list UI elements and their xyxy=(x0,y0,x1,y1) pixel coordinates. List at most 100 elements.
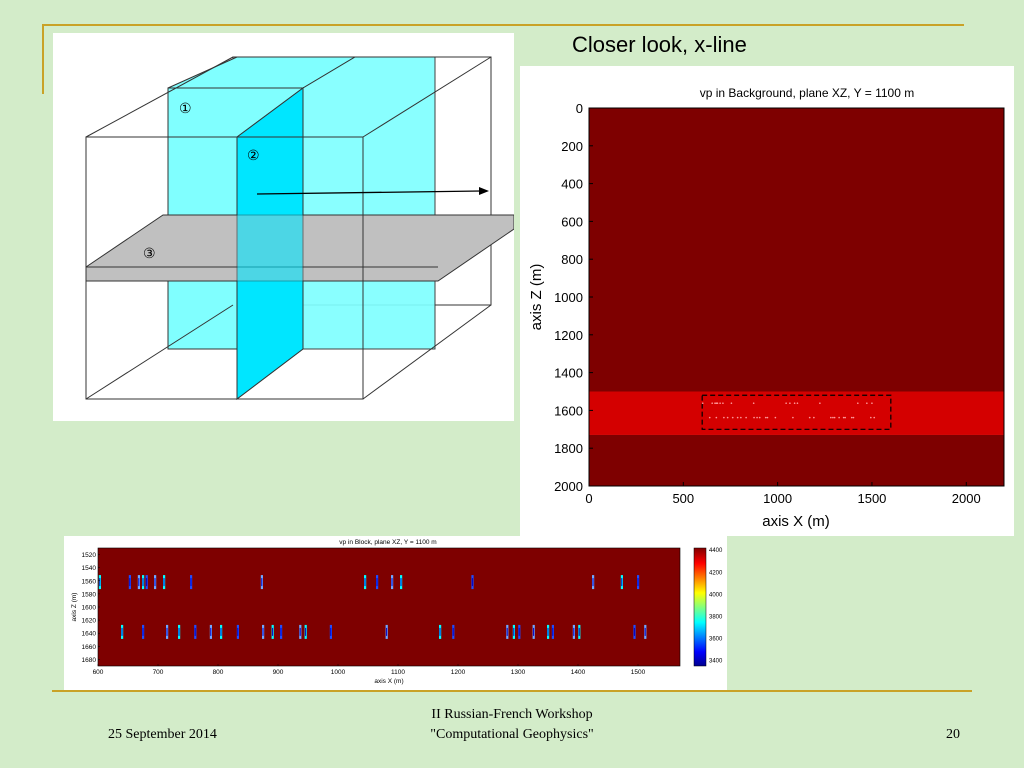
chart1-anomaly-point xyxy=(758,416,761,419)
chart1-anomaly-point xyxy=(730,402,733,405)
background-chart-panel: vp in Background, plane XZ, Y = 1100 m 0… xyxy=(520,66,1014,536)
cube-front-edges xyxy=(85,56,492,400)
chart1-xlabel: axis X (m) xyxy=(762,513,830,530)
chart2-anomaly-core xyxy=(261,578,263,587)
chart1-anomaly-point xyxy=(764,416,767,419)
chart2-anomaly-core xyxy=(513,627,515,636)
chart2-anomaly-core xyxy=(154,578,156,587)
block-chart: vp in Block, plane XZ, Y = 1100 m 600 700… xyxy=(71,539,723,685)
chart1-anomaly-point xyxy=(736,416,739,419)
chart1-highlight-box xyxy=(701,394,892,430)
chart2-anomaly-core xyxy=(637,578,639,587)
chart2-anomaly-core xyxy=(330,627,332,636)
chart2-anomaly-core xyxy=(146,578,148,587)
footer-rule xyxy=(52,690,972,692)
x-line-arrow xyxy=(256,190,482,195)
chart1-anomaly-point xyxy=(753,416,755,419)
chart1-anomaly-point xyxy=(830,416,832,419)
chart1-anomaly-point xyxy=(745,416,747,419)
chart2-x-tick-label: 700 xyxy=(153,669,164,676)
chart1-anomaly-point xyxy=(752,402,755,405)
plane-2-front xyxy=(236,87,304,401)
cube-diagram-panel: ① ② ③ xyxy=(53,33,515,421)
chart1-anomaly-point xyxy=(756,416,758,419)
chart1-anomaly-point xyxy=(716,402,719,405)
chart2-y-tick-label: 1640 xyxy=(82,631,97,638)
chart1-title: vp in Background, plane XZ, Y = 1100 m xyxy=(700,86,914,100)
chart1-anomaly-point xyxy=(708,416,711,419)
chart1-anomaly-point xyxy=(789,402,791,405)
chart1-anomaly-point xyxy=(774,416,777,419)
chart2-anomaly-core xyxy=(138,578,140,587)
chart2-title: vp in Block, plane XZ, Y = 1100 m xyxy=(339,539,436,546)
chart2-anomaly-core xyxy=(573,627,575,636)
chart2-anomaly-core xyxy=(452,627,454,636)
colorbar-tick-label: 4400 xyxy=(709,548,723,554)
chart2-anomaly-core xyxy=(194,627,196,636)
colorbar-tick-label: 4000 xyxy=(709,592,723,598)
chart1-y-tick-label: 400 xyxy=(561,177,583,192)
chart1-band-1 xyxy=(589,391,1004,435)
chart2-x-tick-label: 1100 xyxy=(391,669,405,676)
chart2-anomaly-core xyxy=(280,627,282,636)
chart1-anomaly-point xyxy=(701,402,704,405)
chart2-anomaly-core xyxy=(190,578,192,587)
chart2-anomaly-core xyxy=(142,627,144,636)
chart1-anomaly-point xyxy=(808,416,811,419)
chart1-anomaly-point xyxy=(850,416,853,419)
chart2-anomaly-core xyxy=(578,627,580,636)
chart2-anomaly-core xyxy=(633,627,635,636)
chart2-x-tick-label: 1400 xyxy=(571,669,586,676)
chart2-anomaly-core xyxy=(220,627,222,636)
block-chart-panel: vp in Block, plane XZ, Y = 1100 m 600 700… xyxy=(64,536,727,690)
chart2-anomaly-core xyxy=(506,627,508,636)
chart2-background xyxy=(98,548,680,666)
footer-date: 25 September 2014 xyxy=(108,727,217,742)
chart2-x-tick-label: 800 xyxy=(213,669,224,676)
chart2-y-tick-label: 1520 xyxy=(82,552,97,559)
chart2-anomaly-core xyxy=(471,578,473,587)
chart1-anomaly-point xyxy=(796,402,799,405)
chart2-xlabel: axis X (m) xyxy=(374,678,403,685)
label-2: ② xyxy=(247,147,260,163)
chart1-anomaly-point xyxy=(793,402,796,405)
cube-diagram: ① ② ③ xyxy=(85,56,515,401)
chart1-anomaly-point xyxy=(866,402,868,405)
chart1-anomaly-point xyxy=(715,416,718,419)
chart2-y-tick-label: 1660 xyxy=(82,644,97,651)
chart1-anomaly-point xyxy=(857,402,859,405)
chart1-anomaly-point xyxy=(726,416,729,419)
colorbar-tick-label: 3600 xyxy=(709,636,723,642)
chart2-anomaly-core xyxy=(592,578,594,587)
chart2-anomaly-core xyxy=(166,627,168,636)
chart2-anomaly-core xyxy=(178,627,180,636)
chart1-y-tick-label: 0 xyxy=(576,101,583,116)
colorbar xyxy=(693,547,707,667)
chart1-y-tick-label: 1000 xyxy=(554,290,583,305)
chart2-anomaly-core xyxy=(533,627,535,636)
chart2-anomaly-core xyxy=(364,578,366,587)
colorbar-tick-label: 3800 xyxy=(709,614,723,620)
chart1-anomaly-point xyxy=(832,416,834,419)
chart2-anomaly-core xyxy=(237,627,239,636)
chart2-anomaly-core xyxy=(547,627,549,636)
colorbar-tick-label: 4200 xyxy=(709,570,723,576)
chart1-anomaly-point xyxy=(792,416,794,419)
chart2-anomaly-core xyxy=(391,578,393,587)
left-accent-rule xyxy=(42,24,44,94)
chart2-anomaly-core xyxy=(210,627,212,636)
chart2-y-tick-label: 1620 xyxy=(82,618,97,625)
arrow-head-icon xyxy=(479,187,489,195)
chart1-ylabel: axis Z (m) xyxy=(528,264,545,331)
chart1-y-tick-label: 1400 xyxy=(554,366,583,381)
chart1-anomaly-point xyxy=(870,416,872,419)
chart1-x-tick-label: 0 xyxy=(585,491,592,506)
chart1-x-tick-label: 1000 xyxy=(763,491,792,506)
chart2-anomaly-core xyxy=(376,578,378,587)
chart2-anomaly-core xyxy=(621,578,623,587)
chart1-y-tick-label: 200 xyxy=(561,139,583,154)
chart1-y-tick-label: 1800 xyxy=(554,441,583,456)
chart1-y-tick-label: 1200 xyxy=(554,328,583,343)
chart1-anomaly-point xyxy=(711,402,713,405)
chart1-anomaly-point xyxy=(715,402,718,405)
